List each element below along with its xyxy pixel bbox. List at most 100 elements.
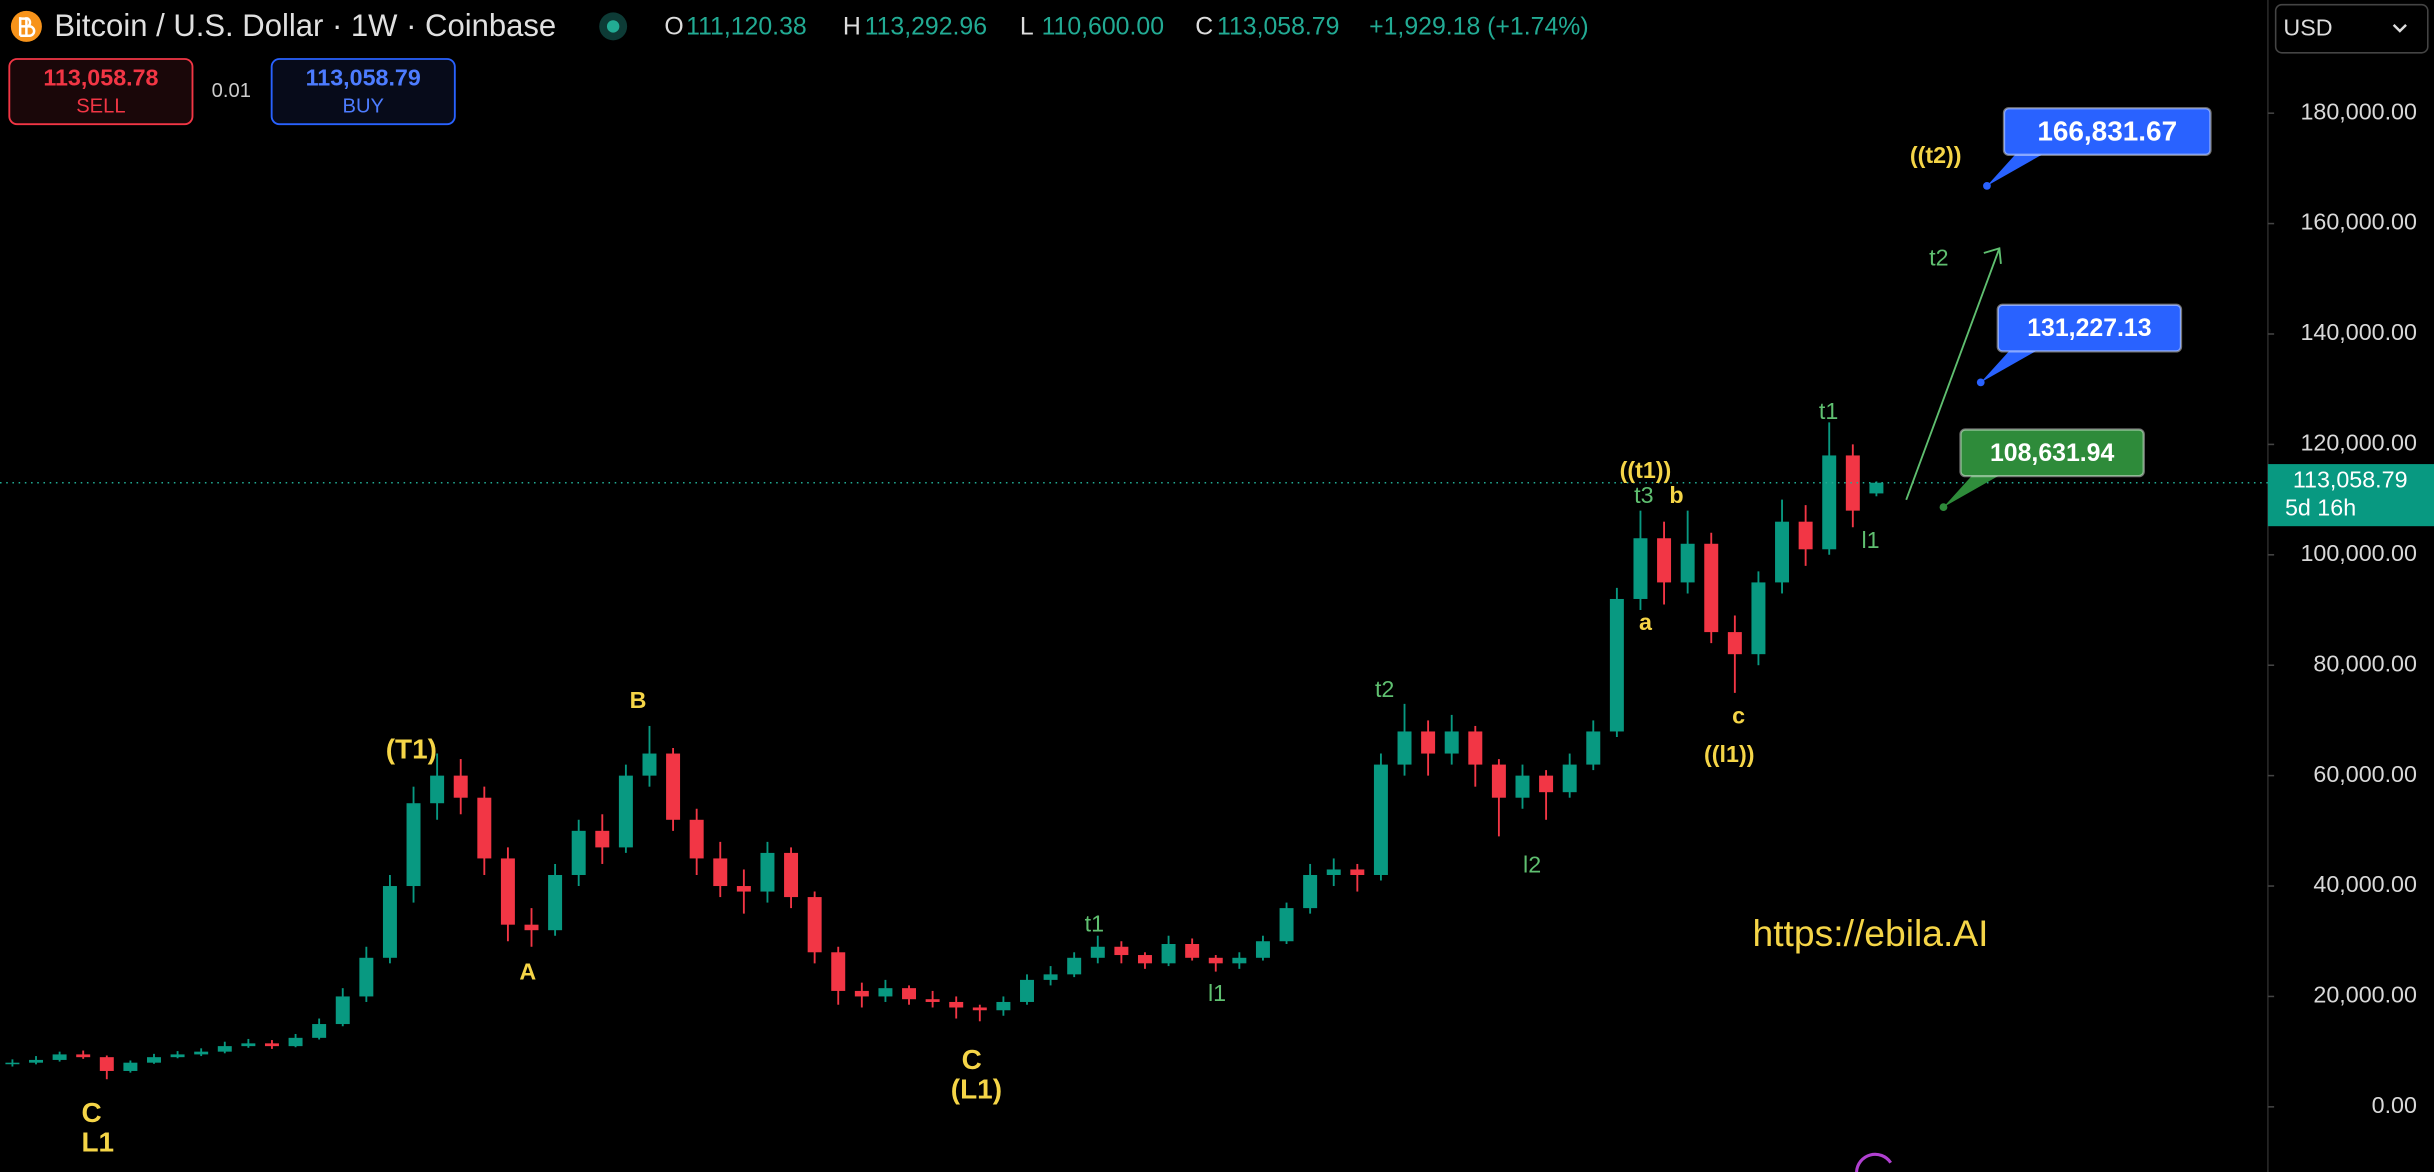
candle-body: [548, 874, 563, 931]
currency: USD: [2283, 15, 2332, 41]
candle-body: [123, 1062, 138, 1071]
target-point: [1983, 181, 1991, 190]
candle-body: [854, 990, 869, 997]
candle-body: [1562, 764, 1577, 793]
candle-body: [689, 819, 704, 859]
y-tick-label: 160,000.00: [2300, 209, 2417, 235]
candle-body: [1232, 957, 1247, 964]
candle-body: [1845, 455, 1860, 511]
callout-box: [1996, 303, 2183, 353]
candle-body: [170, 1054, 185, 1058]
candle-body: [1090, 946, 1105, 958]
wave-label: a: [1639, 609, 1653, 635]
wave-label: C: [962, 1044, 982, 1075]
wave-label: l1: [1861, 527, 1879, 553]
candle-body: [1303, 874, 1318, 909]
candle-body: [1727, 632, 1742, 655]
wave-label: t2: [1375, 676, 1394, 702]
candle-body: [288, 1037, 303, 1047]
sell-button[interactable]: [8, 58, 194, 126]
candle-body: [430, 775, 445, 804]
y-tick-label: 140,000.00: [2300, 319, 2417, 345]
symbol-title: Bitcoin / U.S. Dollar · 1W · Coinbase: [54, 8, 556, 43]
ohlc-value: 113,058.79: [1217, 14, 1339, 41]
candle-body: [1161, 943, 1176, 964]
wave-label: C: [81, 1097, 101, 1128]
y-tick-label: 0.00: [2372, 1092, 2417, 1118]
ohlc-key: C: [1195, 14, 1213, 41]
coin-glyph: [18, 17, 36, 37]
y-tick-label: 120,000.00: [2300, 430, 2417, 456]
callout-label: 166,831.67: [2037, 115, 2177, 146]
ohlc-value: 110,600.00: [1042, 14, 1164, 41]
candle-body: [524, 924, 539, 931]
candle-body: [1680, 543, 1695, 583]
candle-body: [312, 1024, 327, 1038]
candle-body: [878, 988, 893, 997]
change: +1,929.18 (+1.74%): [1369, 14, 1588, 41]
candle-body: [1397, 731, 1412, 765]
candle-body: [241, 1043, 256, 1047]
candle-body: [335, 996, 350, 1025]
callout-label: 108,631.94: [1990, 440, 2114, 467]
candle-body: [1067, 957, 1082, 975]
wave-label: ((l1)): [1704, 741, 1754, 767]
candle-body: [1798, 521, 1813, 550]
wave-label: A: [519, 958, 536, 984]
arrow-head: [1983, 247, 2002, 264]
candle-body: [29, 1059, 43, 1063]
candle-body: [1255, 941, 1270, 958]
candle-body: [1586, 731, 1601, 765]
target-point: [1976, 378, 1985, 387]
quantity: 0.01: [212, 80, 251, 102]
callout-label: 131,227.13: [2027, 315, 2151, 342]
candle-body: [595, 830, 610, 848]
candle-body: [1043, 974, 1058, 980]
candle-body: [1657, 538, 1672, 583]
callout-box: [1959, 428, 2145, 478]
candle-body: [147, 1057, 161, 1063]
candle-body: [1185, 943, 1200, 958]
sell-price: 113,058.78: [43, 64, 158, 90]
candle-body: [76, 1054, 91, 1058]
ohlc-key: O: [664, 14, 683, 41]
candle-body: [713, 858, 728, 887]
wave-label: ((t1)): [1620, 457, 1672, 483]
y-tick-label: 40,000.00: [2313, 871, 2417, 897]
candle-body: [1137, 955, 1152, 964]
y-tick-label: 180,000.00: [2300, 98, 2417, 124]
candle-body: [1208, 957, 1223, 964]
wave-label: t1: [1085, 910, 1104, 936]
candle-body: [784, 852, 799, 898]
candle-body: [1020, 979, 1034, 1002]
wave-label: t2: [1929, 244, 1948, 270]
buy-price: 113,058.79: [306, 64, 421, 90]
callout-pointer: [1943, 474, 2001, 508]
candle-body: [666, 753, 681, 820]
candle-body: [1822, 455, 1837, 550]
buy-button[interactable]: [270, 58, 456, 126]
candle-body: [52, 1054, 67, 1060]
y-tick-label: 20,000.00: [2313, 982, 2417, 1008]
candle-body: [1704, 543, 1719, 633]
candle-body: [1491, 764, 1506, 798]
projection-arrow: [1905, 248, 2001, 501]
wave-label: b: [1669, 482, 1683, 508]
candle-body: [217, 1046, 232, 1052]
currency-select[interactable]: [2274, 3, 2429, 54]
candle-body: [5, 1062, 20, 1065]
candle-body: [1468, 731, 1483, 765]
price-tag: [2267, 464, 2434, 527]
market-status-dot: [606, 20, 620, 33]
candle-body: [1633, 538, 1648, 599]
candle-body: [925, 999, 940, 1002]
candle-body: [1114, 946, 1129, 956]
candle-body: [1869, 482, 1884, 494]
wave-label: ((t2)): [1910, 142, 1962, 168]
candle-body: [972, 1007, 987, 1011]
ohlc-key: L: [1020, 14, 1034, 41]
wave-label: c: [1732, 702, 1745, 728]
candle-body: [736, 886, 751, 892]
